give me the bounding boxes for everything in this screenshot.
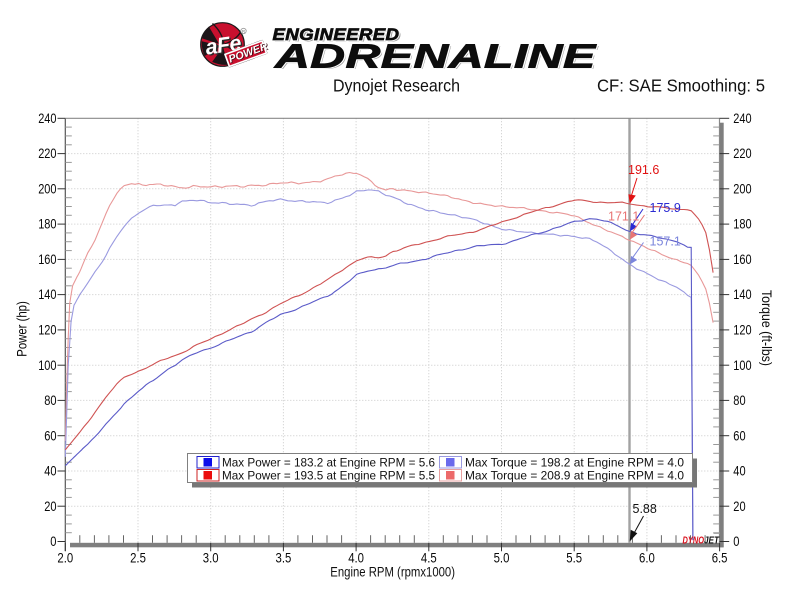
svg-text:Max Power = 183.2 at Engine RP: Max Power = 183.2 at Engine RPM = 5.6	[222, 456, 435, 470]
svg-text:ENGINEERED: ENGINEERED	[273, 25, 400, 44]
svg-text:5.0: 5.0	[494, 550, 510, 565]
svg-text:175.9: 175.9	[650, 201, 681, 215]
svg-text:Max Torque = 208.9 at Engine R: Max Torque = 208.9 at Engine RPM = 4.0	[465, 469, 684, 483]
svg-text:4.0: 4.0	[348, 550, 364, 565]
svg-text:20: 20	[733, 499, 746, 514]
svg-text:40: 40	[733, 464, 746, 479]
svg-text:80: 80	[733, 393, 746, 408]
svg-text:120: 120	[38, 323, 57, 338]
svg-text:ADRENALINE: ADRENALINE	[274, 37, 597, 75]
svg-text:2.5: 2.5	[130, 550, 146, 565]
svg-text:220: 220	[733, 146, 752, 161]
svg-text:ADRENALINE: ADRENALINE	[274, 37, 597, 75]
svg-text:220: 220	[38, 146, 57, 161]
svg-text:Power (hp): Power (hp)	[15, 301, 30, 357]
svg-text:Max Power = 193.5 at Engine RP: Max Power = 193.5 at Engine RPM = 5.5	[222, 469, 435, 483]
svg-text:200: 200	[38, 181, 57, 196]
svg-text:ADRENALINE: ADRENALINE	[276, 38, 599, 76]
svg-text:120: 120	[733, 323, 752, 338]
svg-text:6.0: 6.0	[639, 550, 655, 565]
svg-text:3.5: 3.5	[276, 550, 292, 565]
svg-text:Engine RPM (rpmx1000): Engine RPM (rpmx1000)	[330, 565, 455, 580]
svg-text:R: R	[242, 29, 246, 34]
svg-text:191.6: 191.6	[628, 163, 659, 177]
svg-text:240: 240	[733, 111, 752, 126]
svg-text:JET: JET	[704, 536, 720, 547]
svg-text:6.5: 6.5	[712, 550, 728, 565]
svg-text:40: 40	[44, 464, 57, 479]
svg-text:160: 160	[733, 252, 752, 267]
svg-text:80: 80	[44, 393, 57, 408]
svg-text:180: 180	[733, 217, 752, 232]
svg-text:DYNO: DYNO	[683, 536, 705, 547]
svg-text:5.88: 5.88	[633, 502, 657, 516]
svg-text:100: 100	[733, 358, 752, 373]
svg-text:0: 0	[50, 534, 57, 549]
svg-text:180: 180	[38, 217, 57, 232]
svg-text:200: 200	[733, 181, 752, 196]
svg-text:240: 240	[38, 111, 57, 126]
svg-text:20: 20	[44, 499, 57, 514]
svg-text:5.5: 5.5	[566, 550, 582, 565]
svg-text:Dynojet Research: Dynojet Research	[333, 76, 460, 96]
svg-text:Max Torque = 198.2 at Engine R: Max Torque = 198.2 at Engine RPM = 4.0	[465, 456, 684, 470]
svg-text:171.1: 171.1	[608, 210, 639, 224]
svg-text:157.1: 157.1	[650, 235, 681, 249]
svg-text:ENGINEERED: ENGINEERED	[273, 25, 400, 44]
svg-text:0: 0	[733, 534, 740, 549]
svg-text:60: 60	[733, 428, 746, 443]
svg-text:160: 160	[38, 252, 57, 267]
svg-text:3.0: 3.0	[203, 550, 219, 565]
svg-text:100: 100	[38, 358, 57, 373]
svg-text:ENGINEERED: ENGINEERED	[274, 26, 401, 45]
svg-text:4.5: 4.5	[421, 550, 437, 565]
svg-text:140: 140	[38, 287, 57, 302]
svg-text:Torque (ft-lbs): Torque (ft-lbs)	[759, 290, 774, 366]
svg-text:CF: SAE Smoothing: 5: CF: SAE Smoothing: 5	[597, 76, 765, 96]
svg-text:2.0: 2.0	[57, 550, 73, 565]
svg-text:60: 60	[44, 428, 57, 443]
svg-text:140: 140	[733, 287, 752, 302]
